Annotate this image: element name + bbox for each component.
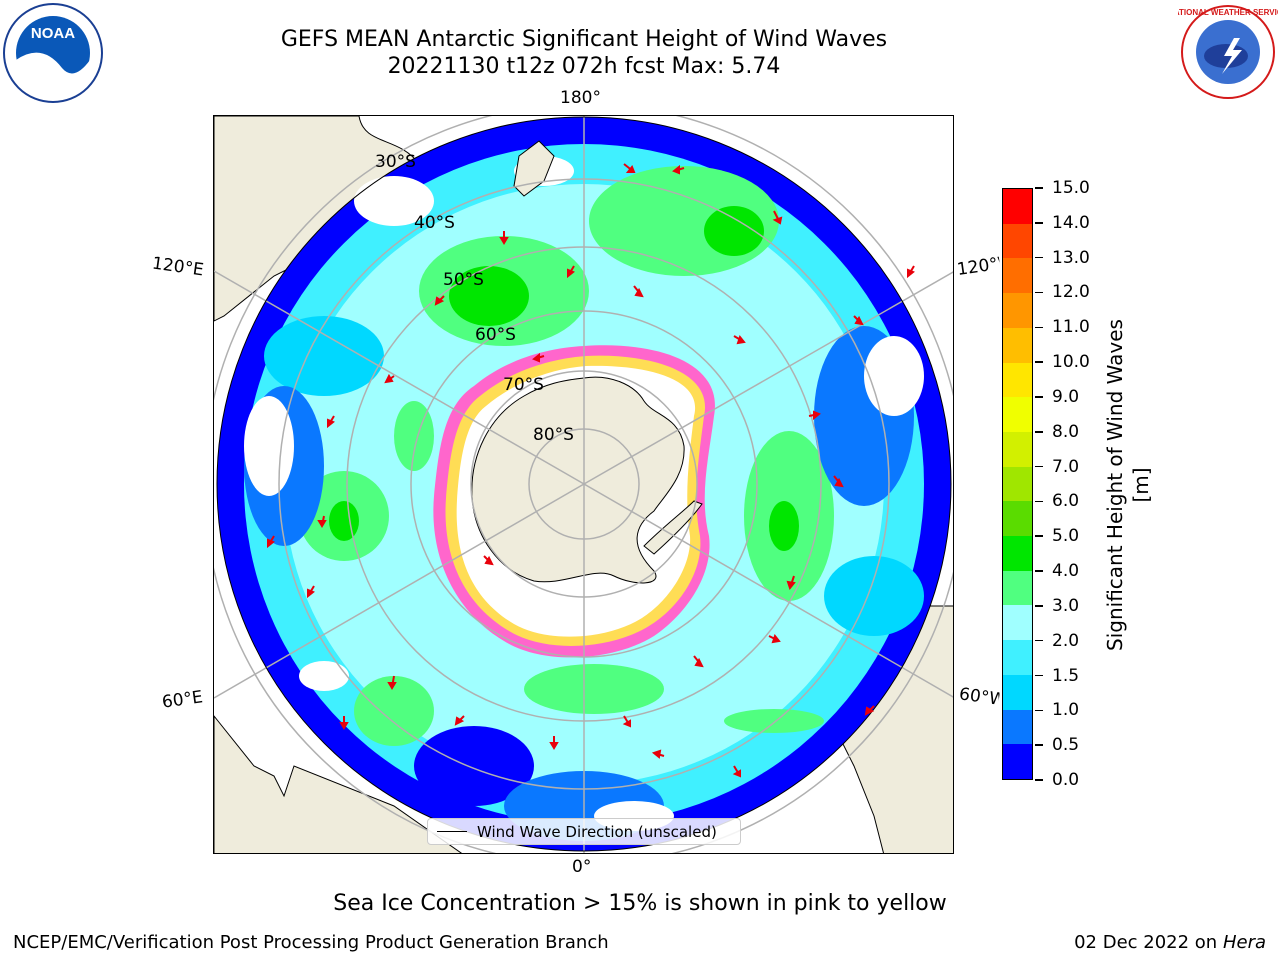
colorbar-tick xyxy=(1035,222,1043,224)
colorbar-segment xyxy=(1003,501,1032,537)
colorbar-tick xyxy=(1035,361,1043,363)
colorbar-segment xyxy=(1003,362,1032,398)
colorbar-tick-label: 10.0 xyxy=(1052,352,1090,373)
lat-label-70s: 70°S xyxy=(503,375,544,395)
map-legend: Wind Wave Direction (unscaled) xyxy=(427,818,741,845)
colorbar-tick-label: 1.5 xyxy=(1052,665,1080,686)
lat-label-30s: 30°S xyxy=(375,152,416,172)
colorbar-tick-label: 1.0 xyxy=(1052,700,1080,721)
colorbar-tick-label: 11.0 xyxy=(1052,317,1090,338)
lon-label-60e: 60°E xyxy=(160,687,205,713)
antarctic-peninsula xyxy=(643,500,703,555)
colorbar-segment xyxy=(1003,258,1032,294)
colorbar-tick-label: 14.0 xyxy=(1052,212,1090,233)
colorbar-tick xyxy=(1035,639,1043,642)
colorbar-segment xyxy=(1003,709,1032,745)
colorbar-tick xyxy=(1035,500,1043,503)
colorbar-segment xyxy=(1003,744,1032,779)
colorbar xyxy=(1002,188,1033,780)
colorbar-segment xyxy=(1003,640,1032,675)
colorbar-segment xyxy=(1003,466,1032,502)
svg-text:NOAA: NOAA xyxy=(31,25,75,42)
colorbar-tick xyxy=(1035,570,1043,572)
colorbar-tick xyxy=(1035,465,1043,468)
polar-map xyxy=(214,116,953,853)
colorbar-tick xyxy=(1035,431,1043,433)
legend-label: Wind Wave Direction (unscaled) xyxy=(477,822,717,841)
colorbar-tick xyxy=(1035,291,1043,294)
credit-text: NCEP/EMC/Verification Post Processing Pr… xyxy=(13,932,609,953)
colorbar-segment xyxy=(1003,674,1032,710)
colorbar-tick xyxy=(1035,605,1043,607)
colorbar-segment xyxy=(1003,293,1032,328)
colorbar-tick-label: 12.0 xyxy=(1052,282,1090,303)
colorbar-segment xyxy=(1003,536,1032,571)
nws-logo: NATIONAL WEATHER SERVICE xyxy=(1178,4,1278,100)
colorbar-tick xyxy=(1035,396,1043,398)
seagull-icon xyxy=(15,52,91,101)
colorbar-tick xyxy=(1035,744,1043,746)
colorbar-tick-label: 5.0 xyxy=(1052,526,1080,547)
sea-ice-caption: Sea Ice Concentration > 15% is shown in … xyxy=(333,891,947,916)
colorbar-tick xyxy=(1035,709,1043,712)
colorbar-tick-label: 0.0 xyxy=(1052,770,1080,790)
colorbar-segment xyxy=(1003,223,1032,259)
colorbar-tick-label: 6.0 xyxy=(1052,491,1080,512)
colorbar-tick-label: 9.0 xyxy=(1052,386,1080,407)
colorbar-segment xyxy=(1003,189,1032,224)
noaa-logo: NOAA xyxy=(3,3,103,103)
graticule xyxy=(214,116,953,853)
colorbar-segment xyxy=(1003,431,1032,467)
host-name: Hera xyxy=(1222,932,1266,953)
colorbar-tick xyxy=(1035,779,1043,781)
lon-label-120w: 120°W xyxy=(955,254,1002,280)
colorbar-tick xyxy=(1035,256,1043,259)
colorbar-tick xyxy=(1035,674,1043,677)
date-stamp: 02 Dec 2022 on Hera xyxy=(1074,932,1266,953)
africa-land xyxy=(214,715,463,853)
colorbar-tick-label: 13.0 xyxy=(1052,247,1090,268)
colorbar-tick-label: 3.0 xyxy=(1052,595,1080,616)
map-panel xyxy=(213,115,954,854)
date-text: 02 Dec 2022 on xyxy=(1074,932,1218,953)
colorbar-tick xyxy=(1035,326,1043,329)
colorbar-segment xyxy=(1003,327,1032,363)
lat-label-40s: 40°S xyxy=(414,213,455,233)
colorbar-tick-label: 7.0 xyxy=(1052,456,1080,477)
colorbar-title: Significant Height of Wind Waves [m] xyxy=(1103,319,1153,651)
colorbar-tick-label: 15.0 xyxy=(1052,178,1090,198)
lon-label-60w: 60°W xyxy=(957,684,1001,710)
colorbar-tick-label: 0.5 xyxy=(1052,735,1080,756)
chart-subtitle: 20221130 t12z 072h fcst Max: 5.74 xyxy=(387,54,781,79)
map-boundary xyxy=(216,116,952,852)
legend-line-icon xyxy=(437,830,467,833)
lat-label-80s: 80°S xyxy=(533,425,574,445)
colorbar-tick-label: 2.0 xyxy=(1052,630,1080,651)
colorbar-tick xyxy=(1035,535,1043,537)
lat-label-50s: 50°S xyxy=(443,270,484,290)
lon-label-0: 0° xyxy=(572,857,592,877)
colorbar-segment xyxy=(1003,570,1032,606)
colorbar-tick-label: 4.0 xyxy=(1052,561,1080,582)
wave-direction-arrows xyxy=(267,163,915,778)
lightning-icon xyxy=(1222,38,1242,74)
colorbar-segment xyxy=(1003,397,1032,432)
colorbar-tick xyxy=(1035,187,1043,189)
chart-title: GEFS MEAN Antarctic Significant Height o… xyxy=(280,27,888,52)
lat-label-60s: 60°S xyxy=(475,325,516,345)
lon-label-120e: 120°E xyxy=(150,253,205,281)
lon-label-180: 180° xyxy=(560,88,601,108)
colorbar-segment xyxy=(1003,605,1032,641)
svg-text:NATIONAL WEATHER SERVICE: NATIONAL WEATHER SERVICE xyxy=(1178,8,1278,17)
colorbar-tick-label: 8.0 xyxy=(1052,421,1080,442)
